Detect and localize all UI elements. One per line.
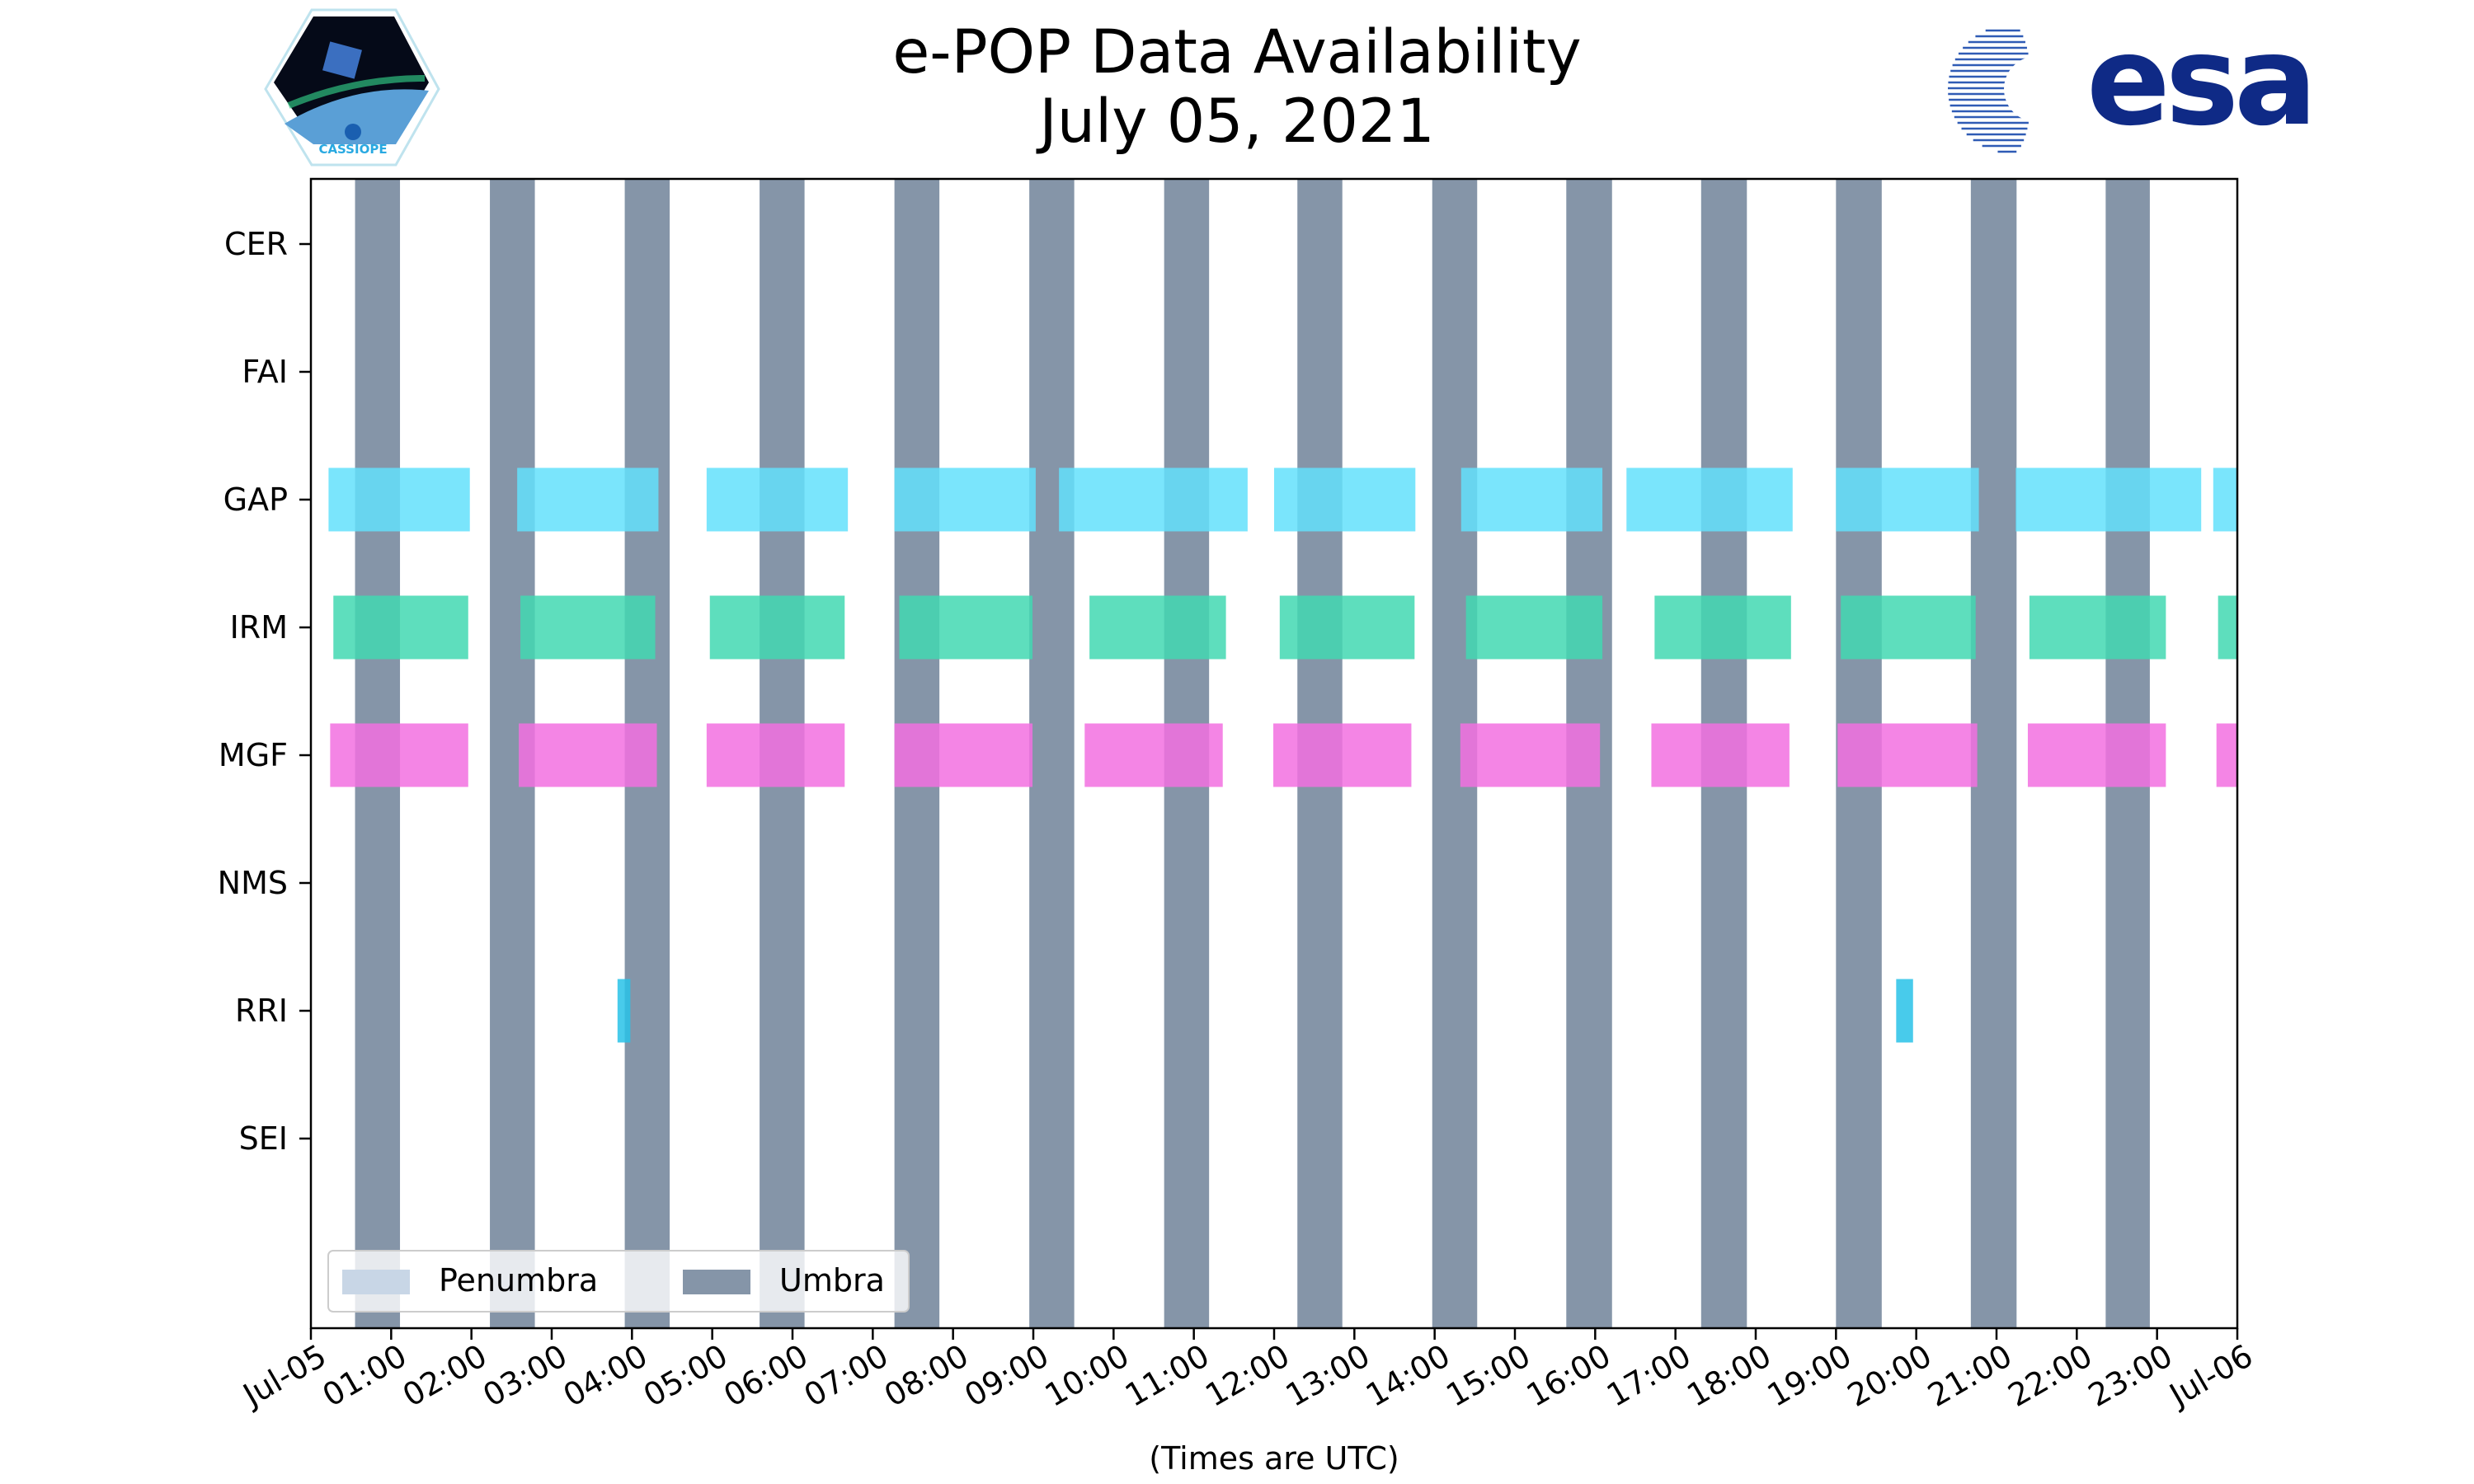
- x-tick-label: 13:00: [1280, 1337, 1376, 1414]
- cassiope-logo-text: CASSIOPE: [318, 142, 387, 157]
- x-tick-label: 17:00: [1601, 1337, 1697, 1414]
- availability-bar-mgf: [1084, 723, 1223, 787]
- availability-bar-mgf: [894, 723, 1033, 787]
- availability-bar-irm: [333, 595, 468, 660]
- chart-subtitle: July 05, 2021: [1036, 87, 1435, 157]
- x-tick-label: 06:00: [717, 1337, 814, 1414]
- availability-bar-gap: [1626, 467, 1793, 532]
- esa-logo: esa: [1948, 10, 2317, 153]
- availability-bar-gap: [2015, 467, 2202, 532]
- legend-label-penumbra: Penumbra: [439, 1262, 598, 1298]
- x-tick-label: 22:00: [2002, 1337, 2099, 1414]
- availability-bar-mgf: [1837, 723, 1978, 787]
- x-tick-label: 09:00: [958, 1337, 1055, 1414]
- y-tick-label: IRM: [230, 609, 288, 646]
- x-tick-label: 12:00: [1199, 1337, 1296, 1414]
- availability-bar-mgf: [1273, 723, 1412, 787]
- availability-bar-gap: [1274, 467, 1416, 532]
- availability-bar-irm: [2218, 595, 2237, 660]
- esa-logo-text: esa: [2086, 10, 2312, 153]
- availability-bar-irm: [1465, 595, 1603, 660]
- legend-swatch-umbra: [683, 1270, 750, 1294]
- availability-bar-mgf: [2027, 723, 2166, 787]
- availability-bar-irm: [520, 595, 656, 660]
- x-tick-label: 20:00: [1841, 1337, 1938, 1414]
- umbra-band: [1029, 179, 1075, 1328]
- x-tick-label: 18:00: [1681, 1337, 1777, 1414]
- availability-bar-mgf: [706, 723, 845, 787]
- y-tick-label: MGF: [219, 737, 288, 773]
- x-tick-label: 19:00: [1761, 1337, 1858, 1414]
- availability-bar-irm: [899, 595, 1033, 660]
- x-tick-label: 03:00: [477, 1337, 573, 1414]
- availability-bar-irm: [2029, 595, 2166, 660]
- x-tick-label: Jul-05: [236, 1337, 332, 1414]
- availability-bar-gap: [1460, 467, 1603, 532]
- availability-bar-irm: [1089, 595, 1226, 660]
- x-tick-label: 07:00: [798, 1337, 895, 1414]
- x-tick-label: Jul-06: [2162, 1337, 2259, 1414]
- availability-bar-rri: [617, 979, 631, 1043]
- x-tick-label: 11:00: [1119, 1337, 1216, 1414]
- x-tick-label: 04:00: [557, 1337, 654, 1414]
- availability-bar-gap: [517, 467, 659, 532]
- availability-bar-mgf: [519, 723, 657, 787]
- availability-bar-irm: [709, 595, 845, 660]
- x-tick-label: 02:00: [397, 1337, 493, 1414]
- esa-logo-circle: [2004, 56, 2070, 122]
- availability-bar-irm: [1654, 595, 1791, 660]
- chart-title: e-POP Data Availability: [892, 17, 1581, 87]
- availability-bar-mgf: [1651, 723, 1790, 787]
- y-tick-label: GAP: [223, 481, 288, 518]
- availability-bar-gap: [706, 467, 849, 532]
- x-tick-label: 08:00: [878, 1337, 975, 1414]
- x-axis-label: (Times are UTC): [1149, 1440, 1399, 1477]
- x-tick-label: 10:00: [1039, 1337, 1136, 1414]
- umbra-band: [1970, 179, 2017, 1328]
- availability-bar-gap: [1059, 467, 1248, 532]
- availability-bar-rri: [1896, 979, 1913, 1043]
- y-tick-label: RRI: [235, 993, 288, 1029]
- cassiope-logo: CASSIOPE: [264, 8, 440, 167]
- x-tick-label: 23:00: [2082, 1337, 2179, 1414]
- availability-bar-mgf: [1460, 723, 1601, 787]
- availability-bar-mgf: [330, 723, 468, 787]
- x-tick-label: 05:00: [637, 1337, 734, 1414]
- availability-bar-gap: [1836, 467, 1979, 532]
- x-tick-label: 16:00: [1521, 1337, 1617, 1414]
- x-tick-label: 21:00: [1921, 1337, 2018, 1414]
- availability-bar-gap: [894, 467, 1036, 532]
- legend-label-umbra: Umbra: [779, 1262, 885, 1298]
- x-tick-label: 15:00: [1440, 1337, 1536, 1414]
- y-tick-label: SEI: [239, 1120, 288, 1157]
- legend: Penumbra Umbra: [327, 1250, 910, 1313]
- y-tick-label: NMS: [218, 865, 288, 901]
- availability-bar-gap: [328, 467, 470, 532]
- legend-swatch-penumbra: [342, 1270, 410, 1294]
- x-tick-label: 01:00: [317, 1337, 413, 1414]
- x-tick-label: 14:00: [1360, 1337, 1456, 1414]
- availability-bar-mgf: [2216, 723, 2237, 787]
- y-tick-label: FAI: [242, 354, 288, 390]
- y-tick-label: CER: [224, 226, 288, 262]
- availability-bar-irm: [1279, 595, 1415, 660]
- availability-bar-gap: [2213, 467, 2237, 532]
- availability-bar-irm: [1841, 595, 1976, 660]
